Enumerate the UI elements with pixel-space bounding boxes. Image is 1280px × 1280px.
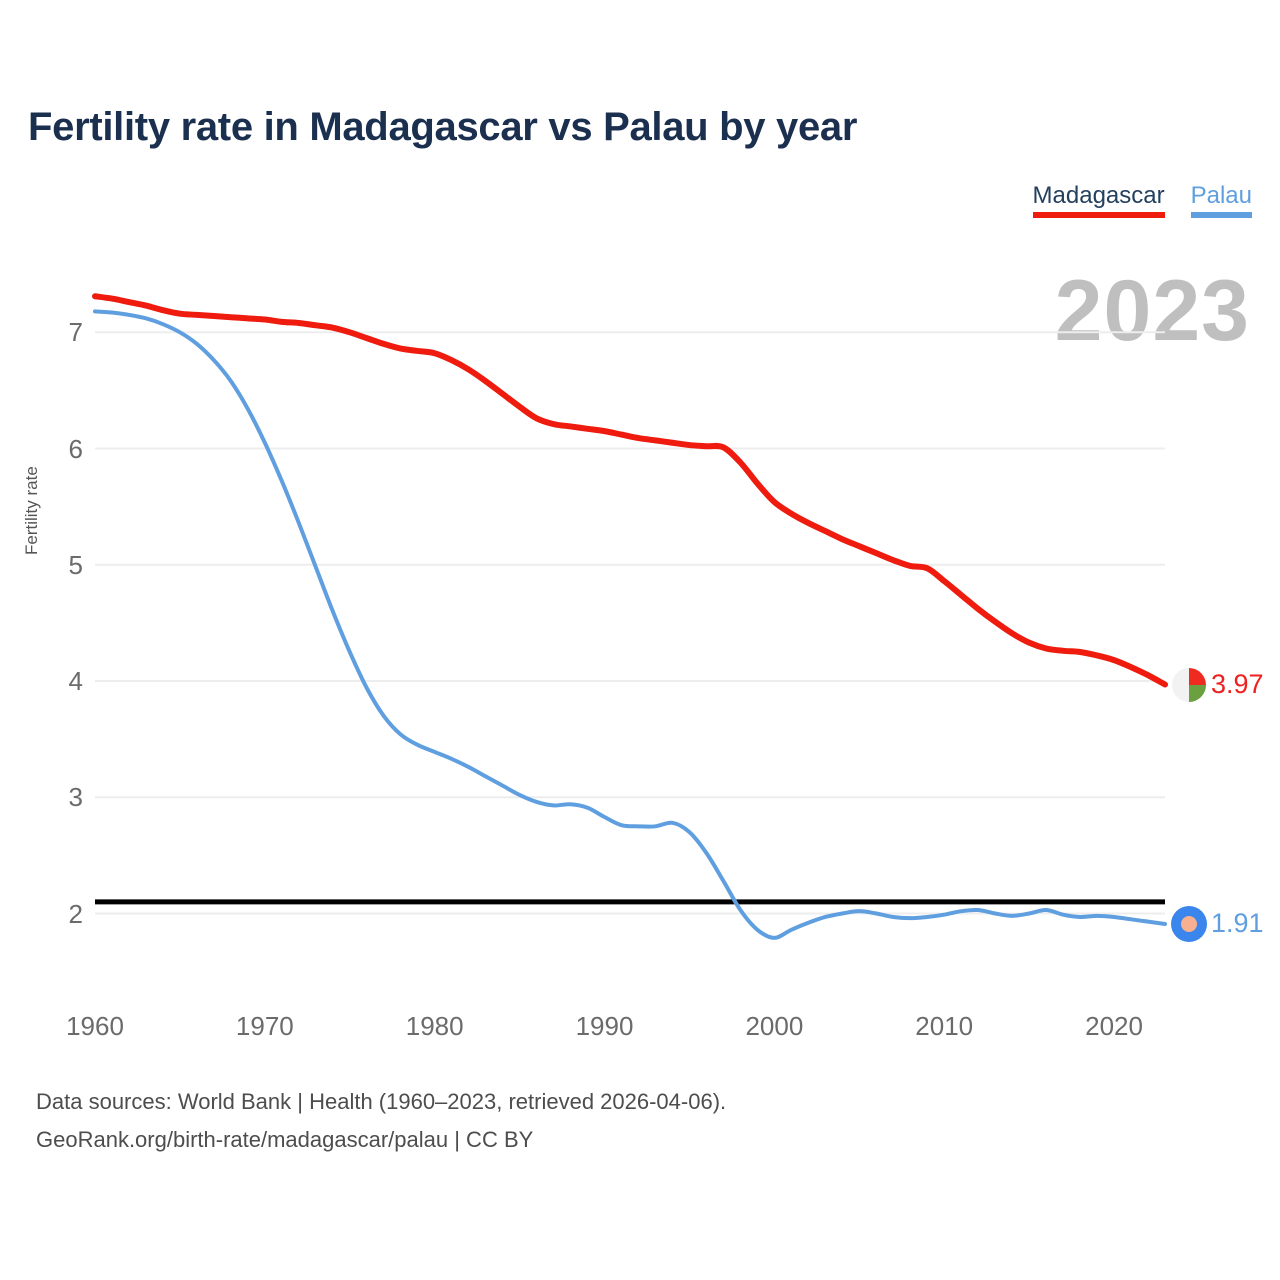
legend-swatch-palau: [1190, 212, 1252, 218]
footer-data-sources: Data sources: World Bank | Health (1960–…: [36, 1089, 727, 1114]
x-axis-tick-label: 1960: [66, 1011, 124, 1041]
x-axis-tick-label: 2020: [1085, 1011, 1143, 1041]
y-axis-tick-label: 4: [68, 666, 83, 697]
page-title: Fertility rate in Madagascar vs Palau by…: [28, 105, 858, 149]
palau-end-value: 1.91: [1211, 907, 1264, 938]
legend-label-palau: Palau: [1190, 182, 1252, 209]
x-axis-tick-label: 2010: [915, 1011, 974, 1041]
x-axis-tick-label: 2000: [745, 1011, 804, 1041]
legend-item-madagascar[interactable]: Madagascar: [1032, 182, 1165, 218]
series-line-palau: [93, 309, 1167, 940]
x-axis-tick-label: 1970: [235, 1011, 294, 1041]
y-axis-tick-label: 7: [68, 317, 83, 348]
x-axis-tick-label: 1980: [405, 1011, 464, 1041]
x-axis-tick-label: 1990: [575, 1011, 634, 1041]
madagascar-flag-green-band: [1189, 684, 1206, 702]
series-line-madagascar: [92, 293, 1168, 688]
footer-attribution[interactable]: GeoRank.org/birth-rate/madagascar/palau …: [36, 1127, 534, 1152]
madagascar-end-value: 3.97: [1211, 668, 1264, 699]
y-axis-tick-label: 3: [68, 782, 83, 813]
y-axis-tick-label: 6: [68, 433, 83, 464]
chart-legend: Madagascar Palau: [1032, 182, 1252, 218]
palau-flag-moon: [1180, 915, 1197, 932]
legend-swatch-madagascar: [1032, 212, 1165, 218]
madagascar-flag-marker: [1172, 667, 1206, 702]
legend-item-palau[interactable]: Palau: [1190, 182, 1252, 218]
y-axis-tick-label: 5: [68, 549, 83, 580]
year-watermark: 2023: [1054, 263, 1250, 359]
palau-flag-marker: [1171, 905, 1207, 942]
y-axis-tick-label: 2: [68, 898, 83, 929]
madagascar-flag-red-band: [1189, 667, 1206, 685]
legend-label-madagascar: Madagascar: [1032, 182, 1165, 209]
